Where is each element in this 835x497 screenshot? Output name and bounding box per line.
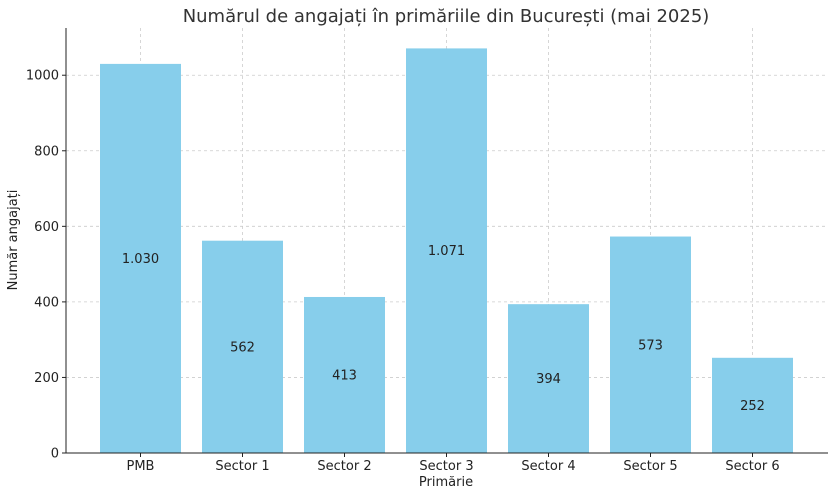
bar bbox=[406, 48, 487, 454]
x-tick-label: Sector 2 bbox=[317, 459, 371, 474]
x-tick-label: Sector 5 bbox=[623, 459, 677, 474]
bar bbox=[202, 240, 283, 453]
bar-value-label: 413 bbox=[332, 368, 357, 383]
x-axis-label: Primărie bbox=[419, 475, 473, 490]
bar-value-label: 1.071 bbox=[428, 244, 465, 259]
y-tick-label: 0 bbox=[51, 447, 59, 462]
y-tick-label: 200 bbox=[34, 371, 59, 386]
bars: 1.030 562 413 1.071 394 573 252 bbox=[100, 48, 793, 454]
y-tick-label: 600 bbox=[34, 220, 59, 235]
x-tick-label: Sector 4 bbox=[521, 459, 575, 474]
y-tick-label: 1000 bbox=[26, 69, 59, 84]
bar bbox=[610, 236, 691, 453]
y-tick-label: 800 bbox=[34, 144, 59, 159]
bar bbox=[508, 304, 589, 453]
bar-value-label: 252 bbox=[740, 399, 765, 414]
bar-value-label: 573 bbox=[638, 338, 663, 353]
x-tick-label: Sector 1 bbox=[215, 459, 269, 474]
y-axis-label: Număr angajați bbox=[6, 190, 21, 291]
chart-title: Numărul de angajați în primăriile din Bu… bbox=[183, 6, 710, 27]
bar bbox=[100, 63, 181, 454]
bar-value-label: 1.030 bbox=[122, 252, 159, 267]
x-tick-label: Sector 6 bbox=[725, 459, 779, 474]
bar bbox=[712, 357, 793, 453]
y-tick-label: 400 bbox=[34, 295, 59, 310]
x-tick-label: Sector 3 bbox=[419, 459, 473, 474]
axes: 0 200 400 600 800 1000 PMB Sector 1 Sector 2 Sect… bbox=[26, 28, 828, 474]
bar bbox=[304, 296, 385, 453]
x-tick-label: PMB bbox=[127, 459, 155, 474]
bar-value-label: 562 bbox=[230, 340, 255, 355]
bar-value-label: 394 bbox=[536, 372, 561, 387]
